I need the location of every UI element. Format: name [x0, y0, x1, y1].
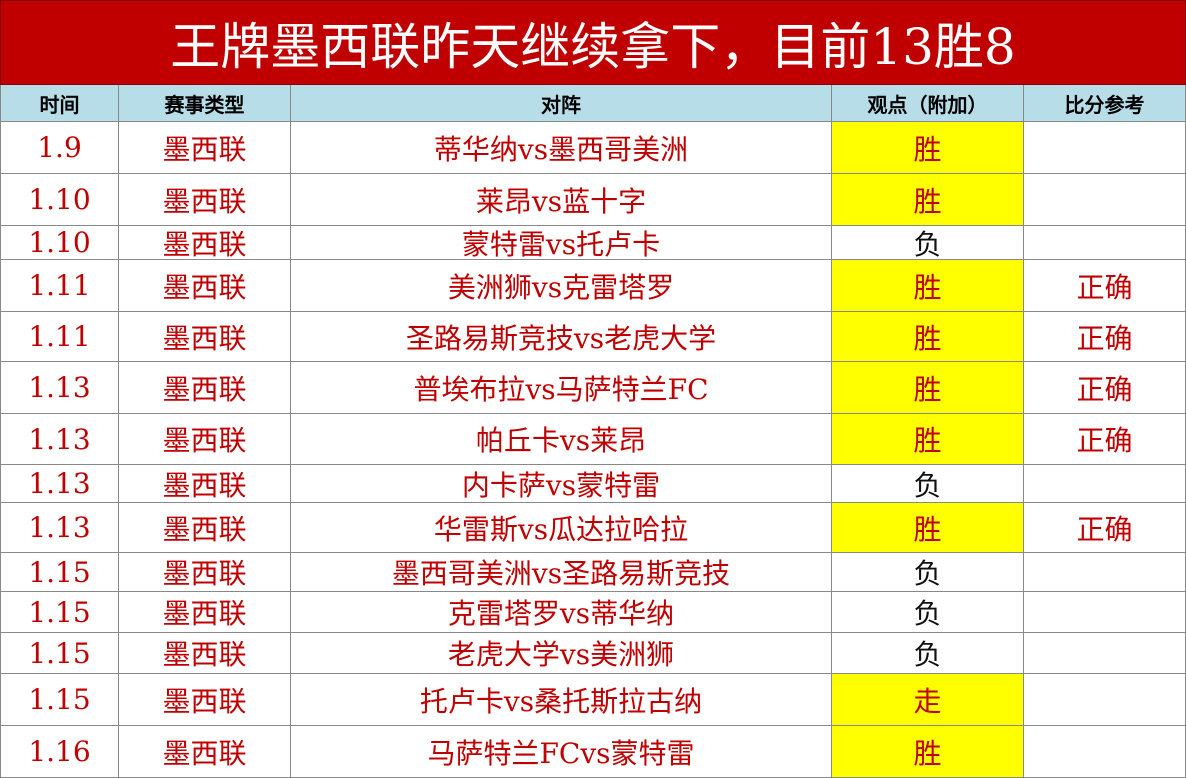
date-cell: 1.15	[0, 592, 119, 633]
match-cell: 蒙特雷vs托卢卡	[291, 226, 832, 261]
note-cell	[1024, 553, 1186, 592]
match-cell: 华雷斯vs瓜达拉哈拉	[291, 503, 832, 553]
match-cell: 内卡萨vs蒙特雷	[291, 465, 832, 503]
note-cell	[1024, 226, 1186, 260]
date-cell: 1.11	[0, 260, 119, 312]
note-cell	[1024, 122, 1186, 174]
league-cell: 墨西联	[119, 674, 291, 726]
pick-cell: 负	[832, 592, 1024, 633]
header-cell: 赛事类型	[119, 85, 291, 122]
league-cell: 墨西联	[119, 553, 291, 592]
pick-cell: 负	[832, 465, 1024, 503]
league-cell: 墨西联	[119, 312, 291, 362]
date-cell: 1.9	[0, 122, 119, 174]
pick-cell: 胜	[832, 312, 1024, 362]
pick-cell: 胜	[832, 726, 1024, 778]
date-cell: 1.15	[0, 553, 119, 592]
match-cell: 托卢卡vs桑托斯拉古纳	[291, 674, 832, 726]
match-cell: 帕丘卡vs莱昂	[291, 414, 832, 465]
pick-cell: 胜	[832, 174, 1024, 226]
pick-cell: 胜	[832, 362, 1024, 414]
pick-cell: 胜	[832, 122, 1024, 174]
pick-cell: 负	[832, 226, 1024, 261]
date-cell: 1.13	[0, 465, 119, 503]
pick-cell: 胜	[832, 503, 1024, 553]
date-cell: 1.13	[0, 362, 119, 414]
pick-cell: 胜	[832, 260, 1024, 312]
pick-cell: 负	[832, 553, 1024, 592]
match-cell: 普埃布拉vs马萨特兰FC	[291, 362, 832, 414]
match-cell: 美洲狮vs克雷塔罗	[291, 260, 832, 312]
header-cell: 比分参考	[1024, 85, 1186, 122]
league-cell: 墨西联	[119, 465, 291, 503]
date-cell: 1.13	[0, 503, 119, 553]
match-cell: 圣路易斯竞技vs老虎大学	[291, 312, 832, 362]
pick-cell: 走	[832, 674, 1024, 726]
match-cell: 马萨特兰FCvs蒙特雷	[291, 726, 832, 778]
league-cell: 墨西联	[119, 414, 291, 465]
note-cell	[1024, 465, 1186, 503]
date-cell: 1.15	[0, 633, 119, 674]
league-cell: 墨西联	[119, 122, 291, 174]
header-cell: 观点（附加）	[832, 85, 1024, 122]
date-cell: 1.16	[0, 726, 119, 778]
league-cell: 墨西联	[119, 503, 291, 553]
date-cell: 1.11	[0, 312, 119, 362]
league-cell: 墨西联	[119, 592, 291, 633]
pick-cell: 负	[832, 633, 1024, 674]
league-cell: 墨西联	[119, 260, 291, 312]
date-cell: 1.10	[0, 174, 119, 226]
header-cell: 对阵	[291, 85, 832, 122]
note-cell: 正确	[1024, 414, 1186, 465]
note-cell: 正确	[1024, 312, 1186, 362]
date-cell: 1.15	[0, 674, 119, 726]
match-cell: 墨西哥美洲vs圣路易斯竞技	[291, 553, 832, 592]
league-cell: 墨西联	[119, 226, 291, 261]
note-cell	[1024, 726, 1186, 778]
note-cell	[1024, 633, 1186, 674]
header-cell: 时间	[0, 85, 119, 122]
note-cell	[1024, 674, 1186, 726]
match-cell: 老虎大学vs美洲狮	[291, 633, 832, 674]
match-cell: 莱昂vs蓝十字	[291, 174, 832, 226]
league-cell: 墨西联	[119, 362, 291, 414]
note-cell: 正确	[1024, 362, 1186, 414]
date-cell: 1.10	[0, 226, 119, 260]
league-cell: 墨西联	[119, 174, 291, 226]
pick-cell: 胜	[832, 414, 1024, 465]
match-cell: 蒂华纳vs墨西哥美洲	[291, 122, 832, 174]
note-cell	[1024, 174, 1186, 226]
note-cell: 正确	[1024, 503, 1186, 553]
league-cell: 墨西联	[119, 633, 291, 674]
note-cell	[1024, 592, 1186, 633]
date-cell: 1.13	[0, 414, 119, 465]
note-cell: 正确	[1024, 260, 1186, 312]
title: 王牌墨西联昨天继续拿下，目前13胜8	[0, 0, 1186, 85]
match-cell: 克雷塔罗vs蒂华纳	[291, 592, 832, 633]
league-cell: 墨西联	[119, 726, 291, 778]
